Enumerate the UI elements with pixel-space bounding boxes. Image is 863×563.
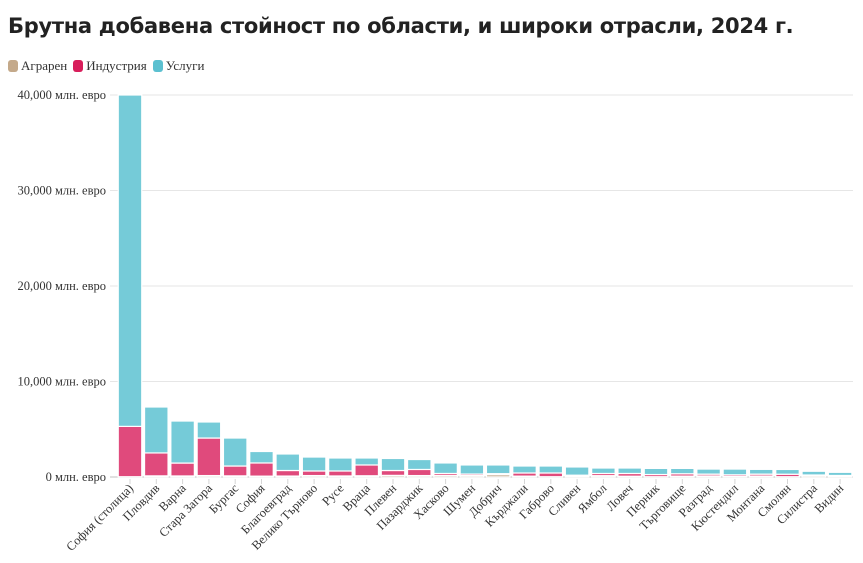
bars [117, 94, 853, 478]
bar-segment-services[interactable] [512, 465, 537, 474]
bar-segment-services[interactable] [775, 468, 800, 475]
legend-item-agrarian[interactable]: Аграрен [8, 58, 67, 74]
bar-group[interactable] [617, 467, 643, 478]
bar-segment-services[interactable] [722, 468, 748, 476]
bar-segment-services[interactable] [617, 467, 643, 475]
y-tick-label: 20,000 млн. евро [17, 279, 106, 293]
x-tick-label: Ямбол [575, 481, 610, 516]
bar-segment-services[interactable] [275, 453, 301, 472]
legend-item-industry[interactable]: Индустрия [73, 58, 147, 74]
bar-group[interactable] [801, 470, 827, 478]
bar-group[interactable] [485, 464, 511, 478]
bar-group[interactable] [433, 462, 458, 478]
bar-group[interactable] [117, 94, 143, 478]
bar-group[interactable] [354, 457, 380, 478]
y-tick-label: 0 млн. евро [46, 470, 106, 484]
bar-segment-services[interactable] [459, 464, 485, 475]
bar-segment-services[interactable] [748, 468, 774, 475]
bar-segment-services[interactable] [406, 458, 432, 471]
x-tick-label: Видин [812, 481, 847, 516]
bar-group[interactable] [748, 468, 774, 478]
bar-segment-industry[interactable] [328, 470, 353, 477]
legend-swatch-agrarian [8, 60, 18, 72]
bar-segment-services[interactable] [380, 457, 406, 472]
bar-segment-industry[interactable] [380, 469, 406, 476]
bar-group[interactable] [170, 420, 195, 478]
bar-segment-industry[interactable] [143, 452, 169, 477]
bar-group[interactable] [643, 467, 669, 478]
bar-segment-services[interactable] [591, 467, 616, 475]
bar-group[interactable] [301, 456, 327, 478]
bar-group[interactable] [669, 467, 695, 478]
x-axis-ticks [129, 479, 841, 484]
legend-swatch-services [152, 60, 163, 72]
bar-segment-industry[interactable] [354, 464, 380, 477]
bar-segment-industry[interactable] [222, 465, 248, 477]
bar-group[interactable] [538, 465, 564, 478]
bar-group[interactable] [564, 466, 590, 478]
y-tick-label: 30,000 млн. евро [17, 184, 106, 198]
bar-segment-industry[interactable] [275, 469, 301, 477]
bar-segment-services[interactable] [143, 406, 169, 454]
bar-segment-services[interactable] [354, 457, 380, 466]
x-tick-label: Бургас [206, 481, 241, 516]
legend-label-agrarian: Аграрен [21, 58, 68, 73]
bar-segment-services[interactable] [328, 457, 353, 472]
bar-group[interactable] [696, 468, 721, 478]
bar-group[interactable] [459, 464, 485, 478]
bar-group[interactable] [827, 471, 853, 478]
y-tick-label: 10,000 млн. евро [17, 375, 106, 389]
bar-segment-services[interactable] [196, 421, 222, 439]
legend-swatch-industry [73, 60, 84, 72]
bar-segment-services[interactable] [801, 470, 827, 476]
bar-segment-services[interactable] [249, 450, 274, 464]
bar-group[interactable] [775, 468, 800, 478]
gridlines [110, 94, 853, 478]
bar-group[interactable] [406, 458, 432, 478]
bar-segment-services[interactable] [222, 437, 248, 467]
bar-group[interactable] [328, 457, 353, 478]
bar-group[interactable] [222, 437, 248, 478]
bar-segment-industry[interactable] [249, 462, 274, 477]
bar-segment-services[interactable] [301, 456, 327, 472]
bar-segment-services[interactable] [669, 467, 695, 475]
bar-segment-industry[interactable] [170, 462, 195, 477]
bar-segment-services[interactable] [827, 471, 853, 477]
bar-segment-services[interactable] [433, 462, 458, 475]
bar-segment-services[interactable] [643, 467, 669, 476]
bar-segment-services[interactable] [170, 420, 195, 464]
bar-segment-services[interactable] [538, 465, 564, 474]
bar-group[interactable] [380, 457, 406, 478]
bar-group[interactable] [275, 453, 301, 478]
bar-group[interactable] [512, 465, 537, 478]
bar-segment-services[interactable] [696, 468, 721, 475]
legend-label-services: Услуги [165, 58, 205, 73]
legend-label-industry: Индустрия [86, 58, 147, 73]
bar-segment-services[interactable] [564, 466, 590, 476]
chart-title: Брутна добавена стойност по области, и ш… [8, 14, 794, 38]
legend-item-services[interactable]: Услуги [152, 58, 205, 74]
bar-segment-industry[interactable] [406, 468, 432, 477]
bar-group[interactable] [196, 421, 222, 478]
bar-segment-industry[interactable] [301, 470, 327, 477]
bar-segment-services[interactable] [485, 464, 511, 475]
bar-segment-industry[interactable] [117, 425, 143, 478]
bar-group[interactable] [591, 467, 616, 478]
bar-segment-services[interactable] [117, 94, 143, 427]
bar-group[interactable] [249, 450, 274, 478]
bar-group[interactable] [143, 406, 169, 478]
y-axis-labels: 0 млн. евро 10,000 млн. евро 20,000 млн. е… [17, 88, 106, 484]
y-tick-label: 40,000 млн. евро [17, 88, 106, 102]
bar-segment-industry[interactable] [196, 437, 222, 477]
legend: Аграрен Индустрия Услуги [8, 58, 210, 74]
bar-group[interactable] [722, 468, 748, 478]
